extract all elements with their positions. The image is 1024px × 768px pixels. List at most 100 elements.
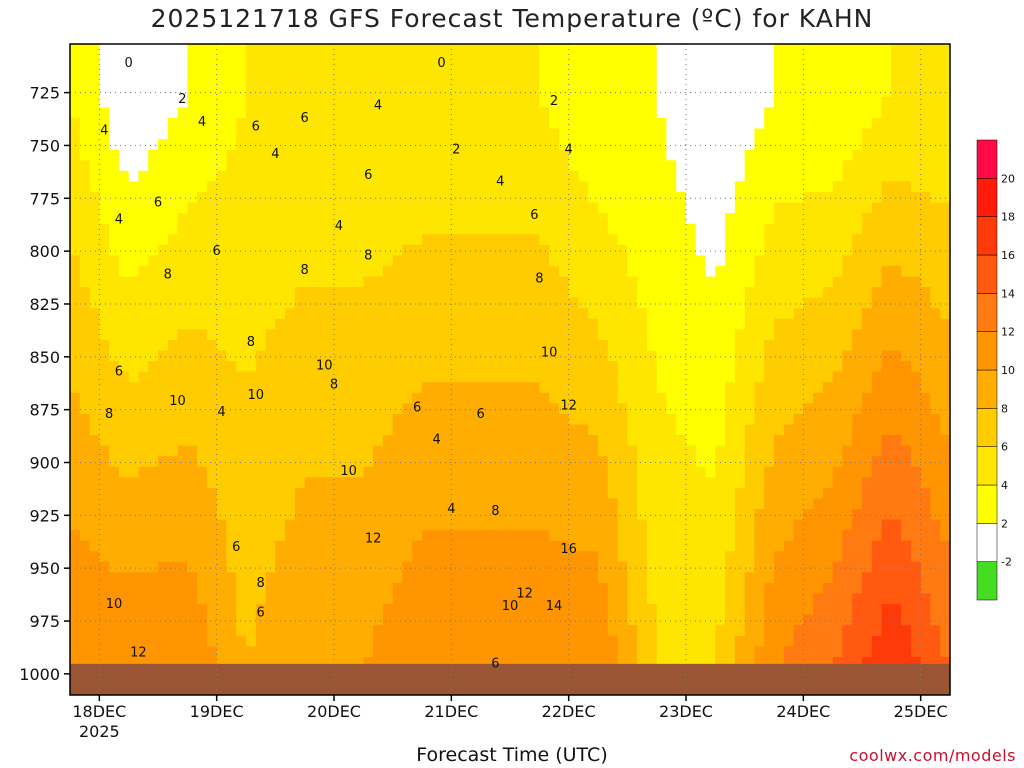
temperature-cell [138,593,149,605]
temperature-cell [148,593,159,605]
temperature-cell [568,350,580,362]
temperature-cell [343,339,355,352]
temperature-cell [598,287,609,299]
temperature-cell [744,466,756,478]
temperature-cell [304,118,316,130]
temperature-cell [128,445,140,457]
temperature-cell [607,170,619,182]
temperature-cell [216,170,228,182]
temperature-cell [803,181,814,193]
temperature-cell [666,498,677,510]
temperature-cell [431,604,443,616]
temperature-cell [392,234,404,246]
temperature-cell [216,181,228,193]
temperature-cell [363,118,374,130]
temperature-cell [392,456,404,468]
temperature-cell [813,361,824,373]
temperature-cell [431,477,443,489]
temperature-cell [842,255,853,267]
temperature-cell [656,139,668,151]
temperature-cell [588,487,599,500]
temperature-cell [774,86,785,98]
temperature-cell [216,509,228,521]
temperature-cell [793,477,804,489]
temperature-cell [167,139,179,151]
temperature-cell [353,382,364,394]
temperature-cell [353,371,364,383]
temperature-cell [167,118,179,130]
temperature-cell [510,202,521,214]
temperature-cell [167,128,179,140]
temperature-cell [627,487,638,500]
temperature-cell [99,614,110,626]
temperature-cell [558,435,570,447]
temperature-cell [529,593,540,605]
temperature-cell [99,65,110,77]
temperature-cell [568,223,580,235]
temperature-cell [549,287,560,299]
temperature-cell [373,339,384,352]
temperature-cell [265,625,276,637]
temperature-cell [158,265,169,278]
temperature-cell [118,583,130,595]
temperature-cell [734,44,746,56]
temperature-cell [539,572,550,584]
temperature-cell [216,318,228,330]
temperature-cell [842,149,853,161]
temperature-cell [294,519,306,531]
temperature-cell [774,551,785,563]
temperature-cell [783,519,795,531]
temperature-cell [353,181,364,193]
temperature-cell [725,487,736,500]
temperature-cell [783,192,795,204]
temperature-cell [89,371,100,383]
temperature-cell [490,192,501,204]
temperature-cell [637,202,648,214]
temperature-cell [422,371,433,383]
temperature-cell [490,65,501,77]
temperature-cell [265,371,276,383]
temperature-cell [490,646,501,658]
temperature-cell [431,276,443,288]
temperature-cell [705,572,716,584]
temperature-cell [715,530,726,542]
temperature-cell [774,435,785,447]
temperature-cell [715,107,726,119]
temperature-cell [314,65,325,77]
temperature-cell [793,445,804,457]
temperature-cell [334,519,345,531]
temperature-cell [461,540,472,552]
temperature-cell [832,561,844,573]
temperature-cell [265,593,276,605]
temperature-cell [343,44,355,56]
temperature-cell [304,466,316,478]
temperature-cell [441,128,452,140]
temperature-cell [197,635,208,647]
temperature-cell [666,445,677,457]
temperature-cell [470,107,482,119]
temperature-cell [265,392,276,404]
temperature-cell [324,149,335,161]
temperature-cell [422,382,433,394]
temperature-cell [510,551,521,563]
temperature-cell [392,498,404,510]
temperature-cell [470,329,482,341]
temperature-cell [842,371,853,383]
temperature-cell [353,149,364,161]
temperature-cell [705,170,716,182]
temperature-cell [715,625,726,637]
temperature-cell [402,361,413,373]
temperature-cell [637,583,648,595]
temperature-cell [822,149,834,161]
temperature-cell [598,614,609,626]
temperature-cell [842,657,853,669]
temperature-cell [666,509,677,521]
temperature-cell [187,265,198,278]
temperature-cell [734,403,746,415]
temperature-cell [255,86,267,98]
temperature-cell [803,287,814,299]
temperature-cell [666,107,677,119]
temperature-cell [568,361,580,373]
temperature-cell [324,339,335,352]
temperature-cell [558,96,570,108]
